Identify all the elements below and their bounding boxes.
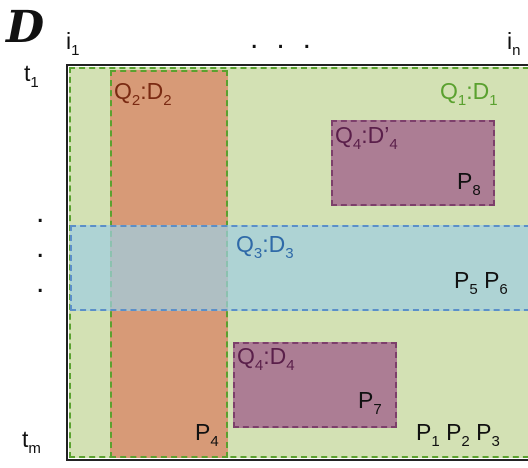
region-q4-upper xyxy=(331,120,495,206)
row-ellipsis-dot: . xyxy=(36,231,45,264)
dataset-symbol: D xyxy=(6,2,45,53)
column-ellipsis: ... xyxy=(250,22,330,55)
row-ellipsis-dot: . xyxy=(36,266,45,299)
region-label-q4-upper: Q4:D’4 xyxy=(335,122,398,153)
row-ellipsis-dot: . xyxy=(36,196,45,229)
partition-label-p1-p2-p3: P1 P2 P3 xyxy=(416,419,500,450)
dataset-frame xyxy=(66,64,528,461)
region-q3 xyxy=(70,225,528,311)
region-label-q2: Q2:D2 xyxy=(114,78,172,109)
row-label-first: t1 xyxy=(24,60,39,91)
region-label-q3: Q3:D3 xyxy=(236,231,294,262)
row-label-last: tm xyxy=(22,426,41,457)
region-label-q1: Q1:D1 xyxy=(440,78,498,109)
partition-label-p5-p6: P5 P6 xyxy=(454,267,508,298)
column-label-first: i1 xyxy=(66,28,80,59)
partition-label-p8: P8 xyxy=(457,168,481,199)
partition-label-p4: P4 xyxy=(195,419,219,450)
partition-label-p7: P7 xyxy=(358,387,382,418)
region-label-q4-lower: Q4:D4 xyxy=(237,343,295,374)
region-q4-lower xyxy=(233,342,397,428)
column-label-last: in xyxy=(507,28,521,59)
